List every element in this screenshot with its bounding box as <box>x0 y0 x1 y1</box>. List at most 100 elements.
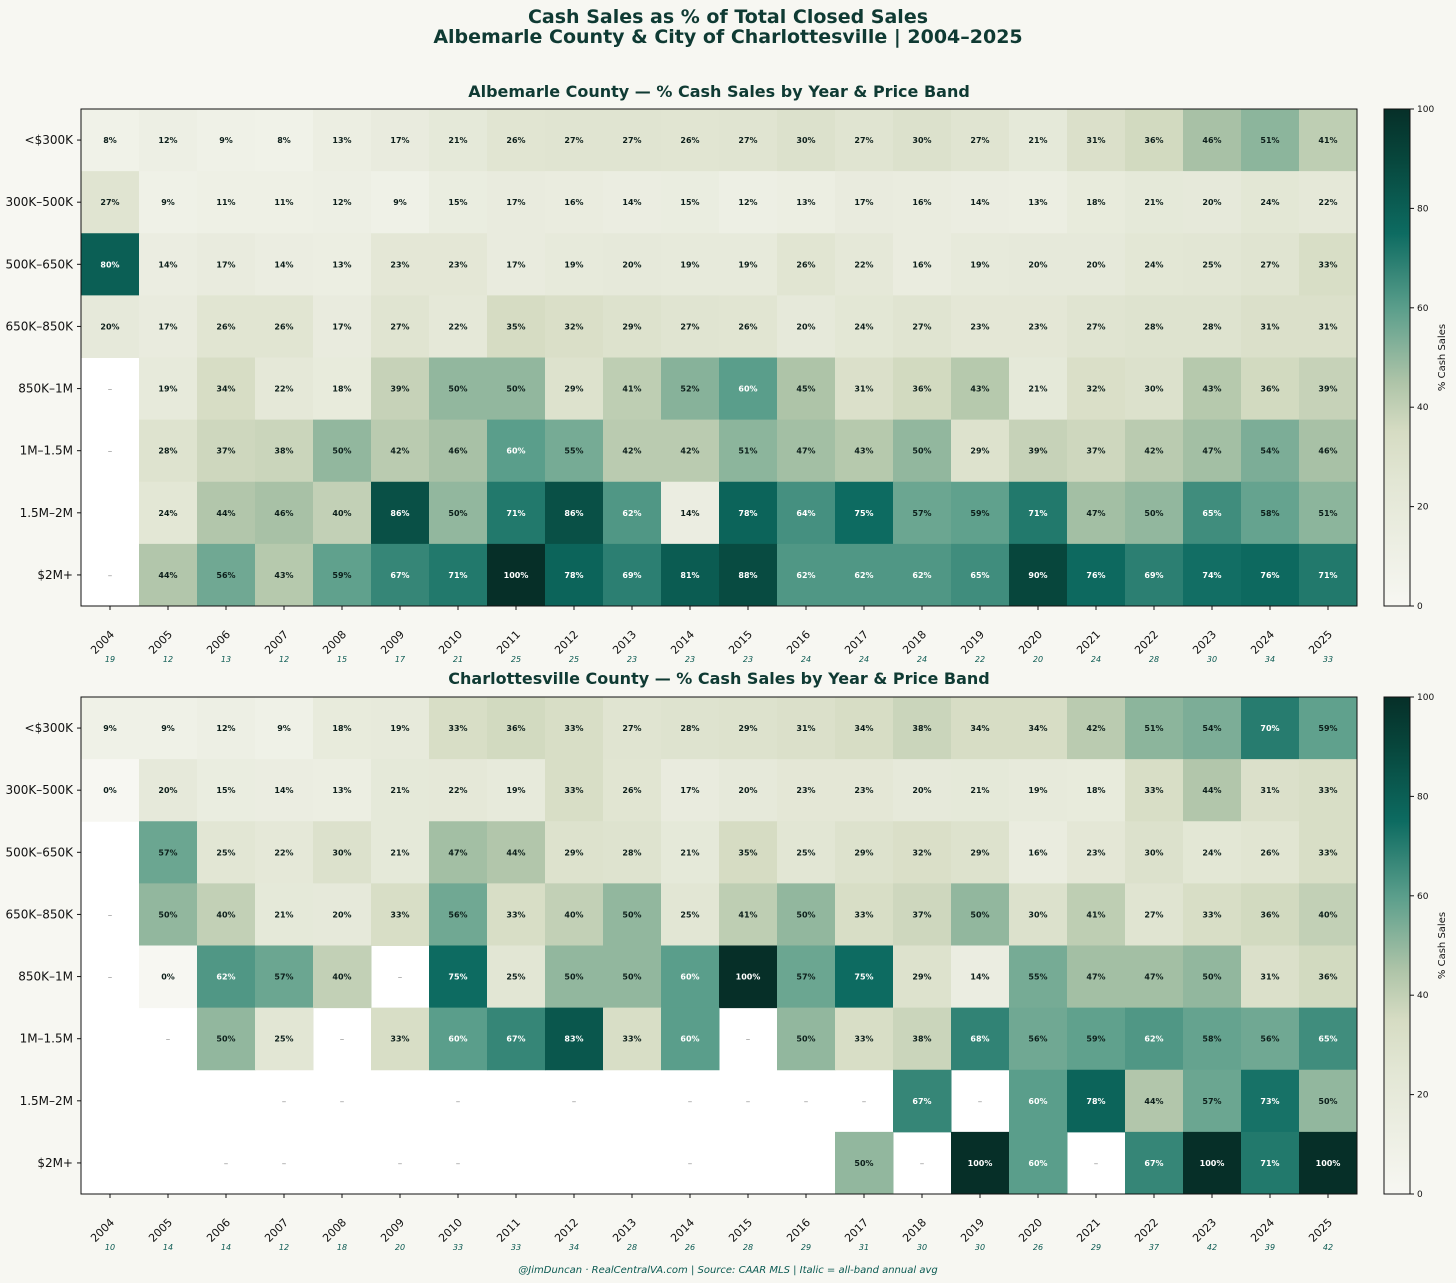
year-label: 2012 <box>552 628 581 657</box>
annual-avg-label: 33 <box>453 1243 463 1252</box>
heatmap-cell <box>255 945 314 1009</box>
heatmap-cell <box>139 419 198 483</box>
heatmap-cell <box>545 481 604 545</box>
cell-label: 27% <box>912 322 931 331</box>
heatmap-cell <box>951 697 1010 760</box>
cell-label: 50% <box>854 1159 873 1168</box>
year-label: 2008 <box>320 1216 349 1245</box>
heatmap-cell <box>777 357 836 421</box>
albemarle-colorbar <box>1383 108 1411 607</box>
cell-label: 42% <box>1144 447 1163 456</box>
cell-label: 71% <box>1260 1159 1279 1168</box>
colorbar-tick-label: 0 <box>1417 1190 1423 1200</box>
cell-no-data: – <box>224 1159 229 1169</box>
cell-label: 40% <box>332 973 351 982</box>
cell-label: 15% <box>448 198 467 207</box>
heatmap-cell <box>1009 171 1068 234</box>
cell-label: 21% <box>448 136 467 145</box>
heatmap-cell <box>1183 419 1242 483</box>
cell-no-data: – <box>108 571 113 581</box>
cell-label: 33% <box>1318 848 1337 857</box>
cell-label: 17% <box>332 322 351 331</box>
cell-label: 58% <box>1260 509 1279 518</box>
heatmap-cell <box>835 821 894 884</box>
heatmap-cell <box>603 171 662 234</box>
cell-label: 22% <box>448 322 467 331</box>
heatmap-cell <box>719 419 778 483</box>
cell-label: 46% <box>1318 447 1337 456</box>
heatmap-cell <box>1299 1069 1358 1133</box>
heatmap-cell <box>893 697 952 760</box>
cell-label: 29% <box>738 724 757 733</box>
cell-label: 13% <box>332 260 351 269</box>
heatmap-cell <box>255 419 314 483</box>
year-label: 2005 <box>146 628 175 657</box>
cell-label: 28% <box>1144 322 1163 331</box>
year-label: 2006 <box>204 628 233 657</box>
year-label: 2008 <box>320 628 349 657</box>
cell-label: 12% <box>332 198 351 207</box>
cell-no-data: – <box>920 1159 925 1169</box>
colorbar-label: % Cash Sales <box>1437 912 1448 979</box>
cell-label: 16% <box>912 198 931 207</box>
heatmap-cell <box>1009 295 1068 358</box>
cell-label: 22% <box>274 848 293 857</box>
cell-label: 47% <box>1202 447 1221 456</box>
heatmap-cell <box>1009 1007 1068 1071</box>
cell-label: 43% <box>1202 385 1221 394</box>
cell-label: 50% <box>1144 509 1163 518</box>
cell-label: 42% <box>1086 724 1105 733</box>
heatmap-cell <box>1067 543 1126 607</box>
heatmap-cell <box>777 697 836 760</box>
cell-label: 31% <box>796 724 815 733</box>
heatmap-cell <box>1125 543 1184 607</box>
cell-label: 54% <box>1260 447 1279 456</box>
cell-label: 57% <box>274 973 293 982</box>
cell-label: 25% <box>274 1035 293 1044</box>
annual-avg-label: 17 <box>395 655 406 664</box>
cell-label: 34% <box>854 724 873 733</box>
heatmap-cell <box>777 1007 836 1071</box>
heatmap-cell <box>893 1007 952 1071</box>
heatmap-cell <box>371 109 430 172</box>
heatmap-cell <box>1241 945 1300 1009</box>
cell-label: 30% <box>332 848 351 857</box>
cell-label: 21% <box>970 786 989 795</box>
heatmap-cell <box>139 233 198 296</box>
cell-label: 54% <box>1202 724 1221 733</box>
figure-title: Cash Sales as % of Total Closed Sales <box>528 6 928 28</box>
heatmap-cell <box>1009 357 1068 421</box>
heatmap-cell <box>1009 1069 1068 1133</box>
heatmap-cell <box>545 821 604 884</box>
heatmap-cell <box>487 295 546 358</box>
cell-no-data: – <box>282 1159 287 1169</box>
annual-avg-label: 33 <box>511 1243 521 1252</box>
annual-avg-label: 31 <box>859 1243 869 1252</box>
heatmap-cell <box>1241 171 1300 234</box>
annual-avg-label: 28 <box>743 1243 753 1252</box>
cell-label: 13% <box>796 198 815 207</box>
cell-label: 40% <box>216 910 235 919</box>
heatmap-cell <box>835 1131 894 1195</box>
row-label: $2M+ <box>37 568 73 582</box>
cell-label: 23% <box>854 786 873 795</box>
cell-label: 24% <box>854 322 873 331</box>
heatmap-cell <box>487 759 546 822</box>
cell-label: 27% <box>1260 260 1279 269</box>
heatmap-cell <box>1125 945 1184 1009</box>
annual-avg-label: 28 <box>627 1243 637 1252</box>
cell-label: 34% <box>970 724 989 733</box>
cell-label: 26% <box>680 136 699 145</box>
cell-label: 33% <box>390 1035 409 1044</box>
cell-label: 21% <box>390 786 409 795</box>
heatmap-cell <box>893 945 952 1009</box>
cell-label: 20% <box>1086 260 1105 269</box>
heatmap-cell <box>893 109 952 172</box>
annual-avg-label: 12 <box>279 655 289 664</box>
heatmap-cell <box>429 1007 488 1071</box>
heatmap-cell <box>81 109 140 172</box>
cell-label: 57% <box>912 509 931 518</box>
cell-label: 25% <box>216 848 235 857</box>
heatmap-cell <box>371 883 430 946</box>
heatmap-cell <box>1009 883 1068 946</box>
